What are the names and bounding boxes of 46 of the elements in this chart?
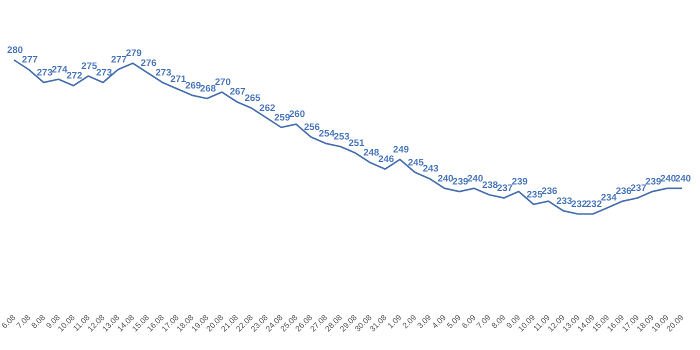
data-label: 273 xyxy=(96,67,112,78)
data-label: 249 xyxy=(393,144,409,156)
data-label: 262 xyxy=(259,102,276,114)
data-label: 267 xyxy=(230,86,246,98)
data-label: 270 xyxy=(214,77,231,88)
data-label: 236 xyxy=(616,186,632,198)
data-label: 269 xyxy=(185,80,202,92)
data-label: 240 xyxy=(438,173,454,184)
data-label: 279 xyxy=(126,48,142,60)
data-label: 232 xyxy=(571,199,588,210)
data-label: 277 xyxy=(110,54,127,66)
data-label: 273 xyxy=(156,67,172,78)
data-label: 272 xyxy=(66,70,82,82)
data-label: 256 xyxy=(304,122,320,133)
data-label: 274 xyxy=(52,64,68,76)
data-label: 260 xyxy=(289,109,305,120)
data-label: 253 xyxy=(334,132,350,143)
data-label: 280 xyxy=(7,45,23,56)
data-label: 268 xyxy=(200,84,216,94)
data-label: 273 xyxy=(36,67,53,78)
data-label: 232 xyxy=(586,199,602,210)
data-label: 246 xyxy=(378,154,394,166)
data-label: 240 xyxy=(675,173,691,184)
data-label: 239 xyxy=(512,176,528,188)
data-label: 271 xyxy=(170,74,187,85)
data-label: 236 xyxy=(541,186,558,198)
data-label: 233 xyxy=(556,196,572,207)
data-label: 251 xyxy=(348,138,366,150)
data-label: 245 xyxy=(408,157,424,168)
data-label: 248 xyxy=(363,148,380,159)
data-label: 237 xyxy=(630,182,646,194)
data-label: 239 xyxy=(645,176,662,188)
data-label: 240 xyxy=(467,173,484,184)
data-label: 254 xyxy=(318,128,336,140)
data-label: 235 xyxy=(526,189,544,200)
data-label: 239 xyxy=(452,176,468,188)
data-label: 238 xyxy=(482,180,498,191)
data-label: 277 xyxy=(22,54,38,66)
data-label: 237 xyxy=(496,182,513,194)
data-label: 243 xyxy=(422,164,439,175)
data-label: 276 xyxy=(140,58,157,69)
data-label: 275 xyxy=(81,61,98,72)
data-label: 259 xyxy=(274,112,290,124)
data-label: 234 xyxy=(600,192,618,204)
data-label: 265 xyxy=(244,93,262,104)
data-label: 240 xyxy=(660,173,676,184)
